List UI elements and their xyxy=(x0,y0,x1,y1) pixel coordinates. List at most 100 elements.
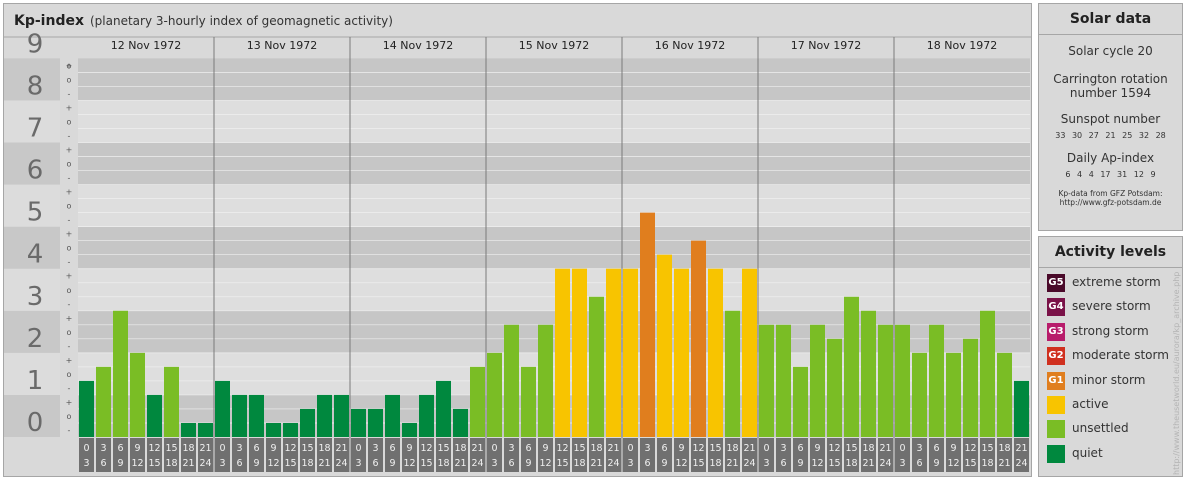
x-interval-end: 9 xyxy=(933,458,939,469)
kp-level-band xyxy=(4,100,60,143)
y-minor-mark: - xyxy=(68,132,71,141)
x-interval-end: 9 xyxy=(389,458,395,469)
legend-item: quiet xyxy=(1039,442,1182,466)
kp-bar xyxy=(912,352,927,437)
kp-bar xyxy=(946,352,961,437)
x-interval-start: 0 xyxy=(355,443,361,454)
x-interval-start: 6 xyxy=(525,443,531,454)
x-interval-box xyxy=(232,438,247,472)
y-minor-mark: - xyxy=(68,300,71,309)
x-interval-end: 15 xyxy=(284,458,296,469)
x-interval-end: 6 xyxy=(100,458,106,469)
x-interval-end: 18 xyxy=(709,458,721,469)
x-interval-start: 6 xyxy=(117,443,123,454)
x-interval-start: 6 xyxy=(661,443,667,454)
x-interval-start: 9 xyxy=(814,443,820,454)
x-interval-start: 0 xyxy=(899,443,905,454)
y-minor-mark: + xyxy=(66,61,73,70)
x-interval-box xyxy=(776,438,791,472)
y-minor-mark: - xyxy=(68,426,71,435)
day-label: 18 Nov 1972 xyxy=(927,39,997,52)
kp-bar xyxy=(929,324,944,437)
x-interval-box xyxy=(198,438,213,472)
x-interval-box xyxy=(861,438,876,472)
x-interval-box xyxy=(130,438,145,472)
x-interval-start: 21 xyxy=(1015,443,1027,454)
x-interval-start: 3 xyxy=(916,443,922,454)
legend-item: G4 severe storm xyxy=(1039,295,1182,319)
x-interval-start: 21 xyxy=(607,443,619,454)
kp-level-band xyxy=(4,226,60,269)
x-interval-end: 6 xyxy=(508,458,514,469)
legend-swatch: G1 xyxy=(1047,371,1065,390)
kp-bar xyxy=(521,366,536,437)
x-interval-box xyxy=(589,438,604,472)
x-interval-start: 6 xyxy=(933,443,939,454)
x-interval-end: 18 xyxy=(437,458,449,469)
x-interval-end: 21 xyxy=(726,458,738,469)
kp-bar xyxy=(249,394,264,437)
x-interval-end: 24 xyxy=(607,458,619,469)
kp-bar xyxy=(725,310,740,437)
x-interval-start: 12 xyxy=(420,443,432,454)
x-interval-start: 12 xyxy=(692,443,704,454)
y-minor-mark: + xyxy=(66,314,73,323)
kp-level-band xyxy=(4,394,60,437)
x-interval-start: 3 xyxy=(372,443,378,454)
ap-index-title: Daily Ap-index xyxy=(1066,151,1155,165)
y-tick-label: 5 xyxy=(27,198,44,228)
kp-bar xyxy=(436,380,451,437)
x-interval-start: 0 xyxy=(627,443,633,454)
x-interval-start: 6 xyxy=(253,443,259,454)
x-interval-box xyxy=(725,438,740,472)
kp-bar xyxy=(640,212,655,437)
kp-bar xyxy=(96,366,111,437)
x-interval-start: 12 xyxy=(828,443,840,454)
x-interval-start: 3 xyxy=(508,443,514,454)
kp-bar xyxy=(334,394,349,437)
legend-label: quiet xyxy=(1072,445,1103,460)
x-interval-start: 15 xyxy=(709,443,721,454)
y-minor-mark: + xyxy=(66,146,73,155)
x-interval-box xyxy=(351,438,366,472)
x-interval-start: 18 xyxy=(590,443,602,454)
x-interval-end: 3 xyxy=(491,458,497,469)
x-interval-start: 15 xyxy=(437,443,449,454)
legend-label: moderate storm xyxy=(1072,348,1169,363)
kp-level-band xyxy=(4,142,60,185)
kp-bar xyxy=(997,352,1012,437)
x-interval-box xyxy=(793,438,808,472)
x-interval-end: 21 xyxy=(862,458,874,469)
x-interval-end: 9 xyxy=(797,458,803,469)
day-label: 16 Nov 1972 xyxy=(655,39,725,52)
kp-bar xyxy=(844,296,859,437)
x-interval-start: 9 xyxy=(678,443,684,454)
legend-item: G2 moderate storm xyxy=(1039,344,1182,368)
kp-level-band xyxy=(4,268,60,311)
x-interval-start: 18 xyxy=(726,443,738,454)
solar-data-panel: Solar data Solar cycle 20 Carrington rot… xyxy=(1038,3,1183,231)
x-interval-box xyxy=(249,438,264,472)
y-tick-label: 7 xyxy=(27,114,44,144)
y-tick-label: 1 xyxy=(27,366,44,396)
kp-bar xyxy=(657,254,672,437)
kp-chart: Kp-index (planetary 3-hourly index of geo… xyxy=(4,13,1031,472)
kp-level-band xyxy=(4,184,60,227)
kp-plot-band xyxy=(78,100,1030,143)
x-interval-end: 24 xyxy=(879,458,891,469)
x-interval-box xyxy=(334,438,349,472)
x-interval-end: 18 xyxy=(301,458,313,469)
x-interval-start: 3 xyxy=(644,443,650,454)
sunspot-values: 33 30 27 21 25 32 28 xyxy=(1055,131,1166,140)
y-tick-label: 0 xyxy=(27,408,44,438)
y-minor-mark: - xyxy=(68,384,71,393)
x-interval-end: 12 xyxy=(539,458,551,469)
kp-bar xyxy=(266,422,281,437)
activity-levels-panel: Activity levels G5 extreme storm G4 severe … xyxy=(1038,236,1183,477)
x-interval-box xyxy=(113,438,128,472)
x-interval-end: 9 xyxy=(525,458,531,469)
legend-swatch xyxy=(1047,420,1065,439)
kp-bar xyxy=(215,380,230,437)
y-minor-mark: o xyxy=(67,75,72,84)
day-label: 13 Nov 1972 xyxy=(247,39,317,52)
